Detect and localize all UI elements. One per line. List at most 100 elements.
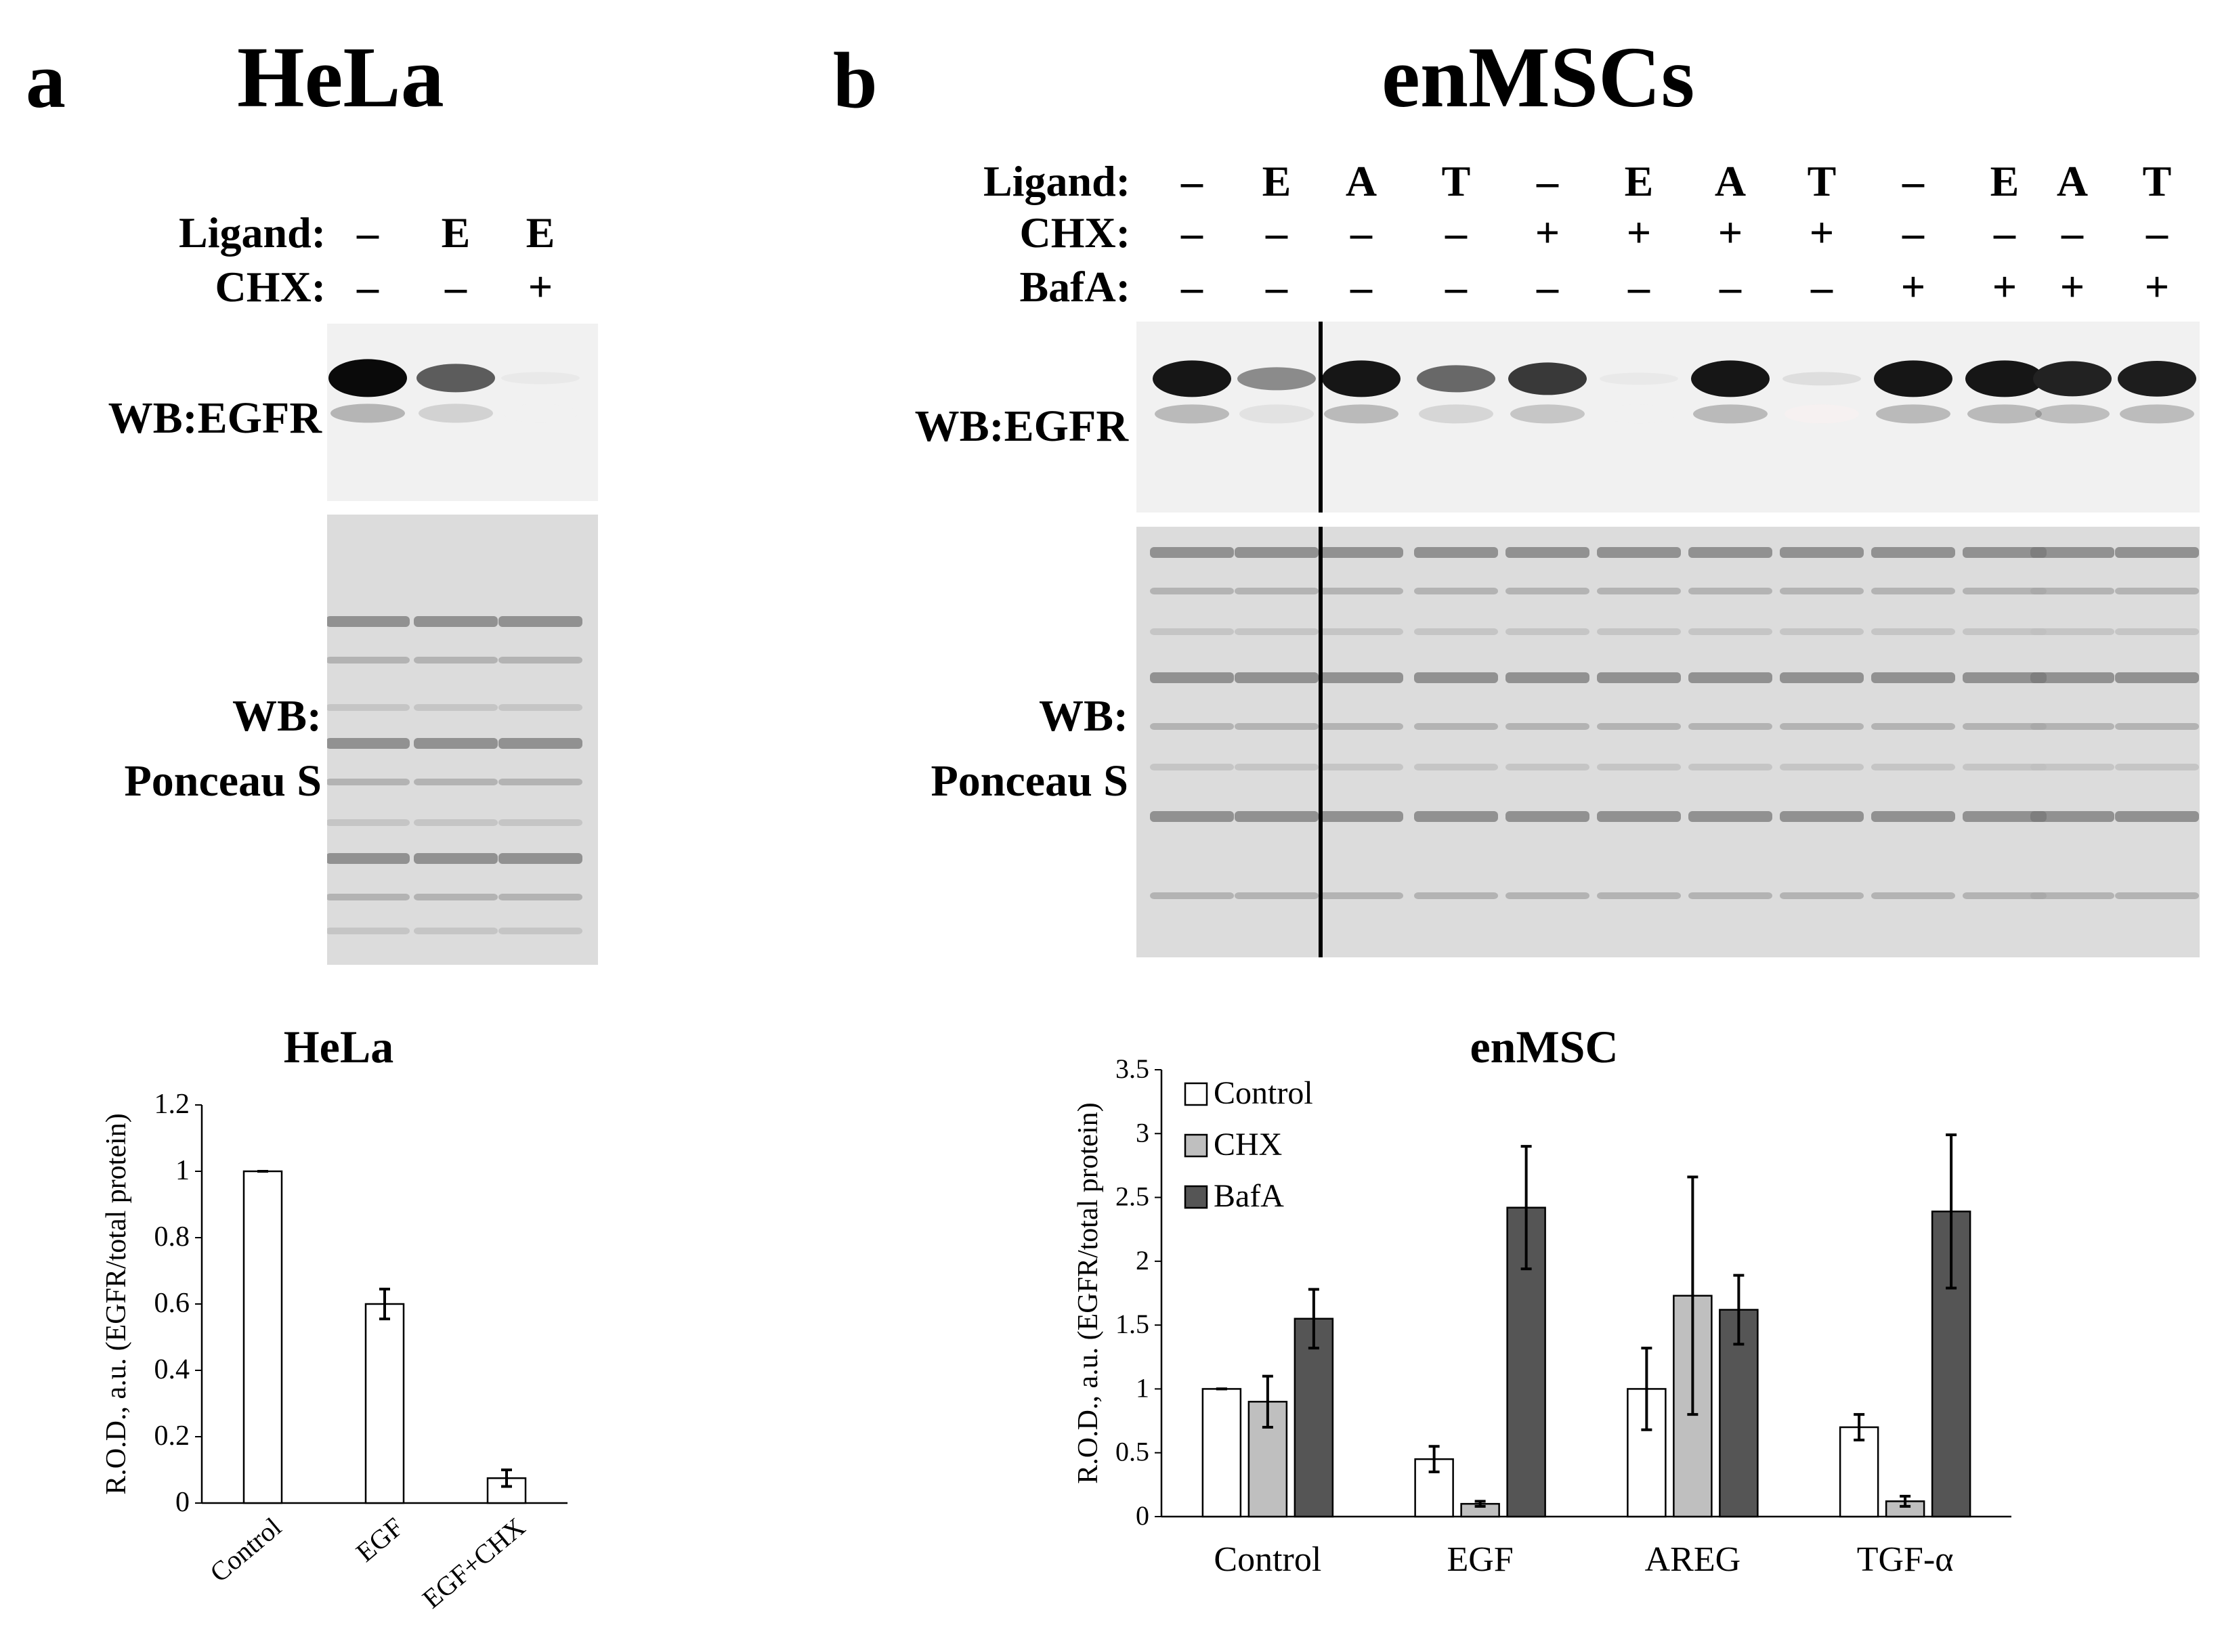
panel-b-row1-lane4-mark: – [1445, 209, 1467, 257]
chart-a-y-axis-label: R.O.D., a.u. (EGFR/total protein) [101, 1113, 132, 1494]
chart-a-bar-series-2 [364, 1303, 405, 1504]
panel-b-ponceau-band-l4-b2 [1414, 588, 1498, 594]
panel-b-ponceau-band-l3-b7 [1319, 811, 1403, 822]
chart-b-ytick-label-3: 1.5 [1115, 1309, 1149, 1339]
panel-b-ponceau-band-l11-b1 [2030, 547, 2114, 558]
panel-a-egfr-band-1 [328, 359, 407, 397]
panel-b-egfr-smear-1 [1155, 404, 1229, 424]
panel-b-ponceau-band-l2-b3 [1235, 628, 1319, 635]
panel-b-egfr-blot [1136, 322, 2200, 513]
chart-a-ytick-label-0: 0 [175, 1487, 190, 1518]
panel-a-ponceau-band-l2-b1 [414, 616, 498, 627]
panel-b-egfr-band-6 [1600, 372, 1678, 385]
panel-b-ponceau-band-l3-b4 [1319, 672, 1403, 683]
panel-b-row2-lane11-mark: + [2059, 263, 2085, 311]
chart-a-ytick-label-2: 0.4 [154, 1354, 190, 1385]
panel-b-ponceau-band-l3-b1 [1319, 547, 1403, 558]
panel-b-row2-lane6-mark: – [1628, 263, 1650, 311]
chart-b-errorbar-1-2 [1428, 1445, 1440, 1473]
panel-b-egfr-band-3 [1322, 360, 1401, 397]
panel-b-row0-lane8-mark: T [1807, 157, 1837, 205]
panel-b-row1-lane6-mark: + [1626, 209, 1652, 257]
panel-a-egfr-band-3 [501, 372, 580, 385]
panel-b-row2-lane3-mark: – [1350, 263, 1372, 311]
panel-b-egfr-band-4 [1417, 365, 1495, 393]
chart-b-errorbar-2-1 [1262, 1374, 1273, 1429]
chart-b-bar-control-4 [1839, 1426, 1879, 1518]
panel-a-ponceau-band-l2-b4 [414, 738, 498, 749]
panel-b-egfr-smear-6 [1602, 404, 1676, 424]
panel-a-ponceau-band-l1-b9 [327, 928, 410, 934]
chart-b-ytick-label-7: 3.5 [1115, 1056, 1149, 1084]
panel-a-row0-lane1-mark: – [357, 209, 379, 257]
panel-b-row2-lane4-mark: – [1445, 263, 1467, 311]
panel-b-egfr-band-11 [2033, 361, 2112, 397]
panel-b-wb-egfr-label: WB:EGFR [914, 401, 1128, 451]
chart-a: 0 0.2 0.4 0.6 0.8 1 1.2 R.O.D., a.u. (EGFR/tota… [101, 1089, 568, 1614]
panel-a-row1-lane2-mark: – [445, 263, 467, 311]
panel-b-ponceau-band-l2-b5 [1235, 723, 1319, 730]
panel-b-ponceau-band-l10-b4 [1963, 672, 2047, 683]
chart-b-legend-label-3: BafA [1214, 1178, 1284, 1214]
panel-b-ponceau-band-l8-b4 [1780, 672, 1864, 683]
panel-a-ponceau-band-l3-b6 [498, 819, 582, 826]
chart-b-ytick-label-0: 0 [1136, 1500, 1149, 1531]
panel-a-row1-lane1-mark: – [357, 263, 379, 311]
panel-b-ponceau-band-l5-b2 [1505, 588, 1589, 594]
panel-a-row0-lane3-mark: E [526, 209, 555, 257]
panel-a-ponceau-band-l1-b3 [327, 704, 410, 711]
panel-a-ponceau-band-l1-b2 [327, 657, 410, 664]
chart-b-bar-bafa-1 [1294, 1318, 1334, 1518]
chart-b-errorbar-3-3 [1733, 1274, 1745, 1346]
chart-b: 0 0.5 1 1.5 2 2.5 3 3.5 R.O.D., a.u. (EGFR/total… [1073, 1056, 2011, 1579]
chart-b-legend-swatch-1 [1184, 1082, 1208, 1106]
panel-b-row1-lane10-mark: – [1994, 209, 2015, 257]
panel-b-ponceau-band-l1-b8 [1150, 892, 1234, 899]
panel-a-ponceau-band-l2-b5 [414, 779, 498, 785]
panel-b-ponceau-band-l3-b2 [1319, 588, 1403, 594]
panel-b-bafa-label: BafA: [1019, 263, 1130, 311]
panel-a-ligand-label: Ligand: [179, 209, 326, 257]
panel-b-row0-lane4-mark: T [1441, 157, 1471, 205]
panel-b-egfr-band-8 [1782, 372, 1861, 386]
panel-a-ponceau-band-l1-b6 [327, 819, 410, 826]
panel-b-row2-lane1-mark: – [1181, 263, 1203, 311]
panel-b-ponceau-band-l1-b1 [1150, 547, 1234, 558]
panel-a-egfr-band-2 [416, 364, 495, 393]
chart-b-errorbar-2-4 [1900, 1494, 1911, 1508]
panel-b-ponceau-band-l8-b8 [1780, 892, 1864, 899]
chart-b-errorbar-2-3 [1687, 1175, 1698, 1416]
panel-b-wb-ponceau-line1: WB: [1039, 691, 1128, 741]
chart-a-title: HeLa [283, 1021, 394, 1072]
panel-a-ponceau-band-l3-b1 [498, 616, 582, 627]
panel-b-ponceau-band-l1-b6 [1150, 764, 1234, 770]
panel-b-ponceau-band-l8-b2 [1780, 588, 1864, 594]
panel-b-ponceau-band-l9-b8 [1871, 892, 1955, 899]
panel-b-ponceau-band-l10-b5 [1963, 723, 2047, 730]
panel-b-ponceau-band-l12-b6 [2115, 764, 2199, 770]
panel-a-row0-lane2-mark: E [441, 209, 471, 257]
panel-b-ponceau-band-l7-b8 [1688, 892, 1772, 899]
panel-b-ponceau-band-l12-b5 [2115, 723, 2199, 730]
panel-a-ponceau-band-l2-b2 [414, 657, 498, 664]
panel-a-ponceau-band-l2-b3 [414, 704, 498, 711]
panel-b-ponceau-band-l2-b7 [1235, 811, 1319, 822]
panel-a-egfr-smear-1 [330, 404, 405, 423]
panel-b-ponceau-band-l6-b3 [1597, 628, 1681, 635]
panel-b-row1-lane3-mark: – [1350, 209, 1372, 257]
panel-b-ponceau-band-l6-b2 [1597, 588, 1681, 594]
panel-a-wb-egfr-label: WB:EGFR [108, 393, 322, 443]
panel-b-ponceau-band-l9-b3 [1871, 628, 1955, 635]
panel-a-ponceau-band-l3-b9 [498, 928, 582, 934]
panel-a-wb-ponceau-line2: Ponceau S [124, 756, 322, 806]
panel-a-ponceau-band-l2-b7 [414, 853, 498, 864]
panel-b-ponceau-band-l3-b8 [1319, 892, 1403, 899]
chart-a-ytick-label-4: 0.8 [154, 1221, 190, 1253]
panel-b-ponceau-band-l4-b5 [1414, 723, 1498, 730]
chart-b-category-label-4: TGF-α [1857, 1540, 1954, 1579]
panel-b-ponceau-band-l7-b5 [1688, 723, 1772, 730]
panel-b-ponceau-band-l11-b2 [2030, 588, 2114, 594]
panel-a-ponceau-band-l3-b2 [498, 657, 582, 664]
chart-b-errorbar-3-1 [1308, 1288, 1319, 1350]
panel-b-ponceau-band-l11-b7 [2030, 811, 2114, 822]
